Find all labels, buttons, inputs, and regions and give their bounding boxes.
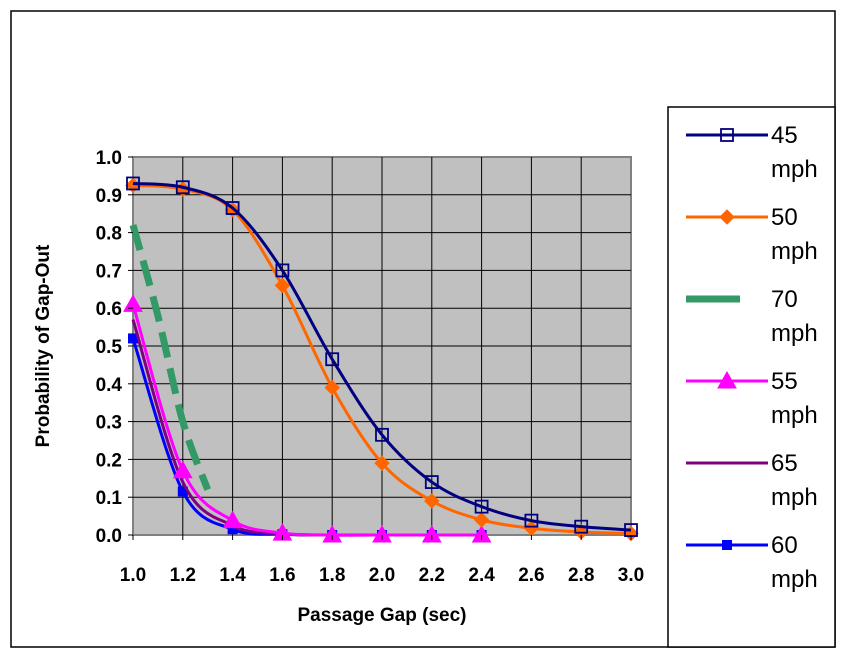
legend-item-70-mph: 70 mph	[686, 286, 818, 347]
legend-box	[667, 106, 836, 648]
legend-label-50-mph: 50	[771, 204, 798, 231]
data-point	[222, 510, 243, 529]
y-axis-title: Probability of Gap-Out	[33, 244, 54, 447]
x-tick-label: 2.6	[518, 565, 544, 586]
series-line-45-mph	[132, 181, 632, 532]
data-point	[421, 524, 442, 543]
data-point	[372, 524, 392, 543]
data-point	[474, 499, 489, 514]
data-point	[172, 460, 193, 479]
data-point	[574, 519, 589, 534]
x-tick-label: 2.0	[369, 565, 395, 586]
data-point	[275, 263, 290, 278]
data-point	[225, 201, 240, 215]
legend-label-unit: mph	[771, 156, 818, 183]
grid-lines	[133, 157, 631, 535]
x-tick-label: 1.8	[319, 565, 345, 586]
x-tick-label: 2.2	[419, 565, 445, 586]
data-point	[175, 180, 190, 195]
data-point	[272, 523, 293, 541]
legend-item-55-mph: 55 mph	[686, 368, 818, 429]
legend-item-65-mph: 65 mph	[686, 450, 818, 511]
y-tick-label: 0.9	[96, 186, 122, 207]
legend-label-70-mph: 70	[771, 286, 798, 313]
data-point	[274, 277, 291, 294]
legend-marker	[722, 540, 732, 550]
y-tick-label: 0.3	[96, 413, 122, 434]
data-point	[325, 352, 340, 367]
legend-label-60-mph: 60	[771, 532, 798, 559]
axes: 1.0 1.2 1.4 1.6 1.8 2.0 2.2 2.4 2.6 2.8 3.0 0.0 0.1 0…	[96, 148, 645, 586]
y-tick-label: 0.2	[96, 450, 122, 471]
data-point	[424, 493, 440, 509]
data-point	[374, 455, 390, 471]
series-45-mph	[126, 176, 638, 537]
data-point	[424, 475, 439, 489]
y-tick-label: 0.5	[96, 337, 123, 358]
x-tick-label: 1.2	[170, 565, 196, 586]
data-point	[524, 513, 539, 528]
series-55-mph	[123, 294, 492, 543]
y-tick-label: 0.0	[96, 526, 122, 547]
y-tick-label: 0.6	[96, 299, 122, 320]
legend: 45 mph 50 mph 70 mph 55 mph 65 mph 60 mph	[686, 122, 818, 593]
y-tick-label: 0.8	[96, 224, 122, 245]
legend-label-unit: mph	[771, 484, 818, 511]
legend-label-55-mph: 55	[771, 368, 798, 395]
legend-marker	[719, 209, 735, 225]
series-70-mph	[129, 224, 211, 491]
legend-label-45-mph: 45	[771, 122, 798, 149]
y-tick-label: 0.7	[96, 261, 122, 282]
legend-label-unit: mph	[771, 566, 818, 593]
x-tick-label: 1.4	[219, 565, 246, 586]
legend-label-unit: mph	[771, 402, 818, 429]
x-axis-title: Passage Gap (sec)	[298, 605, 467, 626]
y-tick-label: 0.1	[96, 488, 123, 509]
legend-label-unit: mph	[771, 320, 818, 347]
data-point	[473, 512, 490, 528]
data-point	[123, 294, 143, 312]
y-tick-label: 1.0	[96, 148, 122, 169]
x-tick-label: 1.6	[269, 565, 295, 586]
y-tick-label: 0.4	[96, 375, 123, 396]
data-point	[471, 524, 492, 543]
legend-label-unit: mph	[771, 238, 818, 265]
legend-marker	[717, 370, 737, 389]
legend-item-45-mph: 45 mph	[686, 122, 818, 183]
legend-label-65-mph: 65	[771, 450, 798, 477]
series-line-70-mph	[129, 224, 211, 491]
data-point	[324, 379, 340, 396]
x-tick-label: 1.0	[120, 565, 146, 586]
data-point	[322, 524, 343, 543]
legend-item-50-mph: 50 mph	[686, 204, 818, 265]
legend-item-60-mph: 60 mph	[686, 532, 818, 593]
x-tick-label: 2.8	[568, 565, 594, 586]
x-tick-label: 3.0	[618, 565, 644, 586]
data-point	[126, 176, 140, 191]
legend-marker	[720, 128, 734, 142]
x-tick-label: 2.4	[468, 565, 495, 586]
data-point	[375, 427, 389, 442]
